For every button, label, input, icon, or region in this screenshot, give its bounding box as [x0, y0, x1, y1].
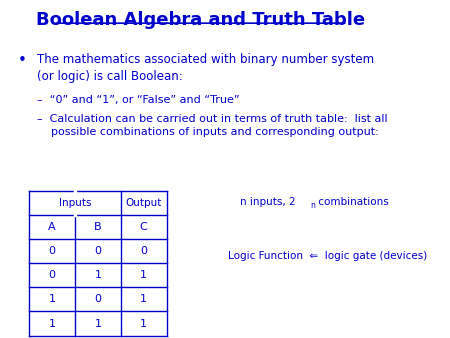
Text: 1: 1 [140, 270, 147, 280]
Text: –  Calculation can be carried out in terms of truth table:  list all
    possibl: – Calculation can be carried out in term… [37, 114, 388, 137]
Text: Output: Output [126, 198, 162, 208]
Text: 0: 0 [49, 246, 56, 256]
Text: B: B [94, 222, 102, 232]
Text: n inputs, 2: n inputs, 2 [240, 197, 296, 208]
Text: –  “0” and “1”, or “False” and “True”: – “0” and “1”, or “False” and “True” [37, 95, 240, 105]
Text: Boolean Algebra and Truth Table: Boolean Algebra and Truth Table [36, 11, 365, 29]
Text: The mathematics associated with binary number system
(or logic) is call Boolean:: The mathematics associated with binary n… [37, 53, 374, 83]
Text: Inputs: Inputs [59, 198, 91, 208]
Text: 1: 1 [140, 318, 147, 329]
Text: 1: 1 [94, 318, 101, 329]
Text: 1: 1 [49, 318, 56, 329]
Text: 0: 0 [94, 294, 101, 305]
Text: 1: 1 [140, 294, 147, 305]
Text: •: • [17, 53, 26, 68]
Text: A: A [48, 222, 56, 232]
Text: Logic Function  ⇐  logic gate (devices): Logic Function ⇐ logic gate (devices) [228, 251, 428, 261]
Text: n: n [310, 201, 315, 210]
Text: C: C [140, 222, 148, 232]
Text: 0: 0 [49, 270, 56, 280]
Text: 0: 0 [140, 246, 147, 256]
Text: 1: 1 [49, 294, 56, 305]
Text: 1: 1 [94, 270, 101, 280]
Text: combinations: combinations [315, 197, 388, 208]
Text: 0: 0 [94, 246, 101, 256]
